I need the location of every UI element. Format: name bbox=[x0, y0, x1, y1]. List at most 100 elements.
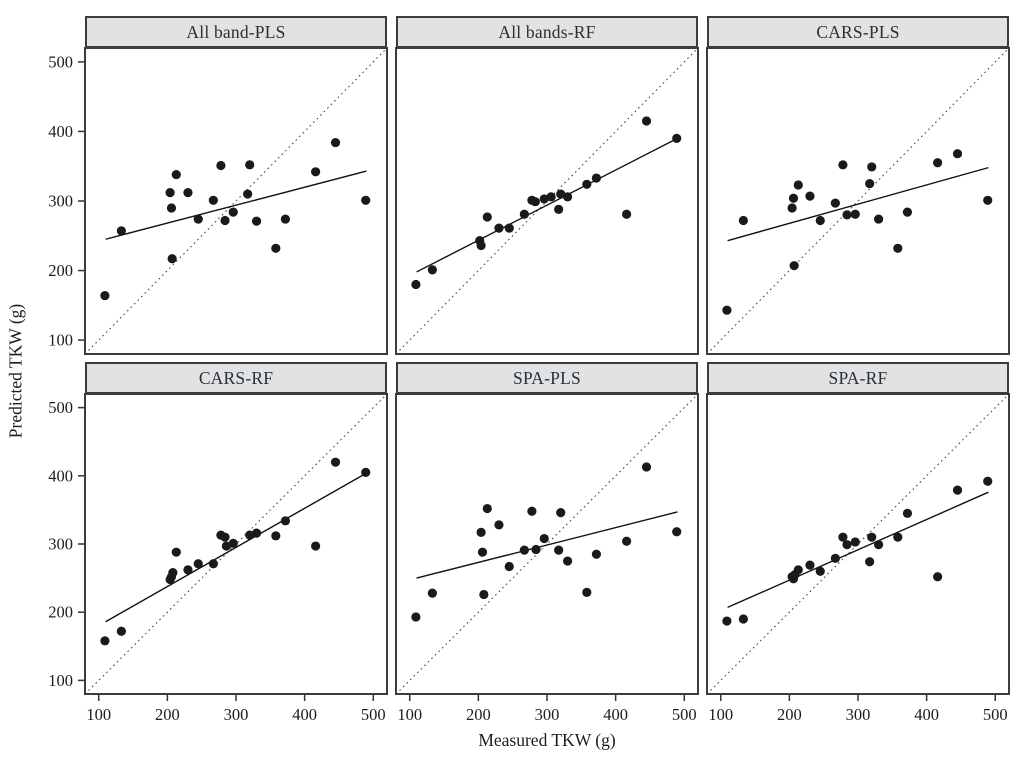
data-point bbox=[815, 215, 825, 226]
data-point bbox=[787, 203, 797, 213]
data-point bbox=[805, 191, 815, 201]
data-point bbox=[672, 133, 682, 144]
data-point bbox=[562, 556, 573, 566]
data-point bbox=[116, 226, 126, 236]
data-point bbox=[171, 169, 181, 180]
data-point bbox=[738, 614, 748, 624]
data-point bbox=[116, 626, 126, 636]
panel-cars-pls: CARS-PLS bbox=[706, 16, 1010, 355]
data-point bbox=[933, 572, 943, 582]
data-point bbox=[208, 559, 218, 569]
data-point bbox=[216, 160, 226, 171]
y-tick-label: 100 bbox=[48, 331, 73, 350]
y-tick-label: 400 bbox=[48, 466, 73, 485]
data-point bbox=[902, 508, 913, 518]
data-point bbox=[539, 533, 549, 544]
data-point bbox=[519, 545, 529, 555]
data-point bbox=[100, 636, 110, 646]
y-tick-label: 200 bbox=[48, 261, 73, 280]
x-tick-label: 500 bbox=[361, 705, 386, 724]
y-tick-label: 300 bbox=[48, 192, 73, 211]
panel-title-all-bands-rf: All bands-RF bbox=[396, 16, 698, 48]
data-point bbox=[519, 209, 529, 219]
data-point bbox=[100, 290, 110, 301]
data-point bbox=[411, 279, 421, 290]
data-point bbox=[641, 116, 652, 126]
data-point bbox=[243, 189, 253, 199]
data-point bbox=[167, 254, 177, 264]
data-point bbox=[830, 198, 840, 208]
scatter-plot-spa-rf: 100 200 300 400 500 bbox=[706, 393, 1010, 724]
data-point bbox=[504, 223, 514, 233]
data-point bbox=[933, 158, 943, 168]
data-point bbox=[280, 516, 291, 526]
x-tick-label: 100 bbox=[86, 705, 111, 724]
data-point bbox=[952, 485, 963, 495]
identity-line bbox=[706, 47, 1010, 355]
y-tick-label: 400 bbox=[48, 122, 73, 141]
data-point bbox=[865, 179, 875, 189]
data-point bbox=[361, 467, 371, 478]
data-point bbox=[271, 243, 281, 253]
data-point bbox=[251, 216, 262, 226]
data-point bbox=[815, 566, 825, 576]
data-point bbox=[722, 305, 732, 315]
data-point bbox=[530, 197, 540, 207]
data-point bbox=[873, 540, 884, 550]
x-tick-label: 500 bbox=[983, 705, 1008, 724]
panel-spa-rf: SPA-RF 100 200 300 400 500 bbox=[706, 362, 1010, 724]
x-tick-label: 300 bbox=[535, 705, 560, 724]
x-axis-title: Measured TKW (g) bbox=[478, 730, 616, 750]
data-point bbox=[902, 207, 913, 217]
data-point bbox=[427, 265, 437, 275]
data-point bbox=[850, 209, 860, 219]
y-tick-label: 200 bbox=[48, 603, 73, 622]
scatter-plot-cars-rf: 100 200 300 400 500 100 200 300 400 500 bbox=[48, 393, 388, 724]
y-tick-label: 300 bbox=[48, 535, 73, 554]
data-point bbox=[842, 210, 852, 220]
data-point bbox=[476, 240, 486, 251]
panel-all-bands-rf: All bands-RF bbox=[395, 16, 699, 355]
data-point bbox=[554, 545, 564, 555]
data-point bbox=[427, 588, 437, 598]
data-point bbox=[482, 503, 492, 514]
data-point bbox=[411, 612, 421, 622]
data-point bbox=[622, 536, 632, 546]
data-point bbox=[311, 167, 321, 177]
x-tick-label: 300 bbox=[224, 705, 249, 724]
panel-border bbox=[84, 47, 388, 355]
data-point bbox=[527, 506, 537, 516]
fit-line bbox=[416, 137, 678, 273]
data-point bbox=[330, 457, 341, 467]
x-tick-label: 100 bbox=[397, 705, 422, 724]
data-point bbox=[830, 553, 840, 563]
data-point bbox=[893, 532, 903, 542]
panel-border bbox=[395, 47, 699, 355]
y-tick-label: 500 bbox=[48, 52, 73, 71]
data-point bbox=[641, 462, 652, 472]
data-point bbox=[183, 565, 193, 575]
data-point bbox=[208, 195, 218, 205]
panel-border bbox=[84, 393, 388, 695]
data-point bbox=[805, 560, 815, 570]
x-tick-label: 500 bbox=[672, 705, 697, 724]
data-point bbox=[738, 215, 748, 226]
x-tick-label: 400 bbox=[292, 705, 317, 724]
y-tick-label: 100 bbox=[48, 671, 73, 690]
data-point bbox=[893, 243, 903, 253]
x-tick-label: 200 bbox=[777, 705, 802, 724]
x-tick-label: 400 bbox=[603, 705, 628, 724]
data-point bbox=[183, 188, 193, 198]
data-point bbox=[867, 162, 877, 172]
data-point bbox=[361, 195, 371, 205]
x-tick-label: 200 bbox=[155, 705, 180, 724]
panel-title-cars-pls: CARS-PLS bbox=[707, 16, 1009, 48]
data-point bbox=[556, 508, 566, 518]
data-point bbox=[171, 547, 181, 557]
data-point bbox=[842, 540, 852, 550]
data-point bbox=[494, 520, 504, 530]
data-point bbox=[952, 149, 963, 159]
fit-line bbox=[727, 491, 989, 609]
data-point bbox=[983, 195, 993, 205]
